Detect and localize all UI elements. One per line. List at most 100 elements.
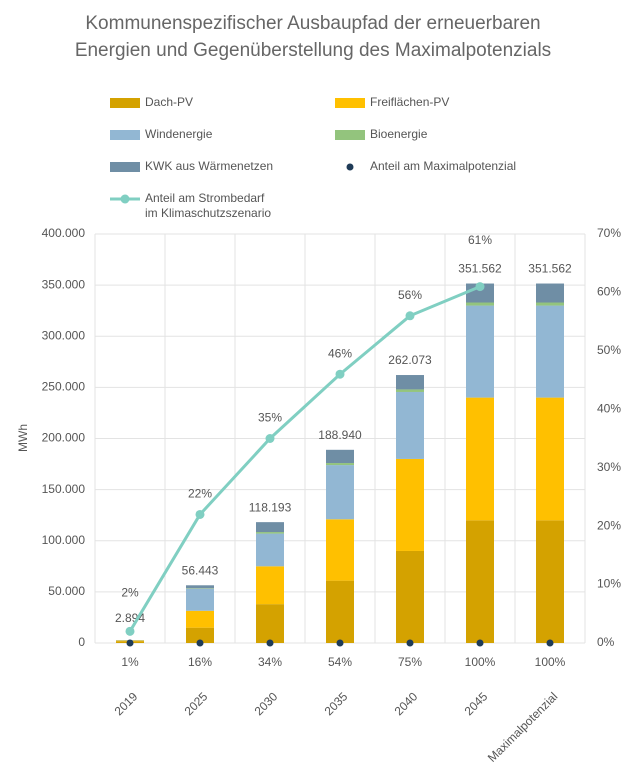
bar-segment: [466, 305, 494, 398]
legend-label: Bioenergie: [370, 127, 428, 141]
total-label: 351.562: [528, 262, 572, 276]
line-point: [125, 626, 135, 636]
line-point: [335, 369, 345, 379]
bar-segment: [536, 397, 564, 521]
x-tick-label: 2025: [182, 689, 211, 718]
bar-segment: [186, 610, 214, 628]
line-label: 46%: [328, 346, 352, 360]
bar-segment: [536, 302, 564, 306]
dot: [336, 639, 344, 647]
bar-segment: [256, 566, 284, 605]
bar-segment: [256, 533, 284, 567]
total-label: 2.894: [115, 611, 145, 625]
bar-segment: [326, 449, 354, 464]
total-label: 118.193: [249, 500, 292, 514]
y-tick-label: 400.000: [42, 226, 86, 240]
dot: [266, 639, 274, 647]
legend-swatch: [346, 163, 354, 171]
y-tick-label: 0: [78, 635, 85, 649]
bar-segment: [186, 588, 214, 589]
bar-segment: [256, 604, 284, 643]
bar-segment: [396, 458, 424, 551]
line-point: [405, 311, 415, 321]
y2-tick-label: 0%: [597, 635, 615, 649]
y-tick-label: 250.000: [42, 380, 86, 394]
y2-tick-label: 70%: [597, 226, 621, 240]
x-tick-label: 2040: [392, 689, 421, 718]
y-tick-label: 150.000: [42, 482, 86, 496]
dot-label: 75%: [398, 655, 422, 669]
chart-title: Kommunenspezifischer Ausbaupfad der erne…: [74, 13, 552, 61]
legend-label: Dach-PV: [145, 95, 194, 109]
total-label: 188.940: [318, 428, 362, 442]
y2-tick-label: 40%: [597, 401, 621, 415]
dot: [476, 639, 484, 647]
y-tick-label: 100.000: [42, 533, 86, 547]
x-tick-label: 2019: [112, 689, 141, 718]
bar-segment: [326, 463, 354, 466]
total-label: 56.443: [182, 563, 219, 577]
dot: [546, 639, 554, 647]
dot-label: 100%: [465, 655, 496, 669]
bar-segment: [326, 580, 354, 643]
legend-label: Windenergie: [145, 127, 213, 141]
legend-swatch: [110, 162, 140, 172]
line-label: 35%: [258, 411, 282, 425]
bar-segment: [186, 627, 214, 643]
y2-tick-label: 60%: [597, 285, 621, 299]
line-point: [195, 509, 205, 519]
legend-label: Anteil am Maximalpotenzial: [370, 159, 517, 173]
line-label: 2%: [121, 585, 139, 599]
total-label: 351.562: [458, 262, 502, 276]
bar-segment: [466, 520, 494, 643]
bar-segment: [186, 588, 214, 611]
bar-segment: [396, 550, 424, 643]
bar-segment: [186, 585, 214, 589]
dot: [196, 639, 204, 647]
dot-label: 34%: [258, 655, 282, 669]
bar-segment: [256, 532, 284, 534]
x-tick-label: Maximalpotenzial: [485, 689, 560, 764]
bar-segment: [536, 520, 564, 643]
y2-tick-label: 50%: [597, 343, 621, 357]
legend-label: Anteil am Strombedarf im Klimaschutzszen…: [145, 191, 272, 220]
x-tick-label: 2030: [252, 689, 281, 718]
x-tick-label: 2045: [462, 689, 491, 718]
y2-tick-label: 10%: [597, 577, 621, 591]
dot: [126, 639, 134, 647]
legend-swatch: [335, 130, 365, 140]
y-tick-label: 200.000: [42, 431, 86, 445]
y-axis-label: MWh: [16, 424, 30, 452]
bar-segment: [256, 522, 284, 533]
legend-label: KWK aus Wärmenetzen: [145, 159, 274, 173]
dot: [406, 639, 414, 647]
legend-label: Freiflächen-PV: [370, 95, 450, 109]
bar-segment: [536, 283, 564, 303]
dot-label: 1%: [121, 655, 139, 669]
y-tick-label: 350.000: [42, 277, 86, 291]
bar-segment: [396, 375, 424, 390]
bar-segment: [396, 391, 424, 459]
total-label: 262.073: [388, 353, 432, 367]
y-tick-label: 50.000: [48, 584, 85, 598]
bar-segment: [326, 465, 354, 520]
bar-segment: [466, 302, 494, 306]
legend-swatch: [110, 130, 140, 140]
dot-label: 16%: [188, 655, 212, 669]
line-point: [265, 434, 275, 443]
bar-segment: [396, 389, 424, 392]
line: [128, 285, 481, 633]
x-tick-label: 2035: [322, 689, 351, 718]
bar-segment: [326, 519, 354, 581]
line-label: 22%: [188, 487, 212, 501]
line-point: [475, 282, 485, 292]
legend-swatch: [110, 98, 140, 108]
bar-segment: [466, 397, 494, 521]
y2-tick-label: 30%: [597, 460, 621, 474]
dot-label: 100%: [535, 655, 566, 669]
line-label: 56%: [398, 288, 422, 302]
legend-swatch: [120, 194, 130, 204]
y-tick-label: 300.000: [42, 328, 86, 342]
